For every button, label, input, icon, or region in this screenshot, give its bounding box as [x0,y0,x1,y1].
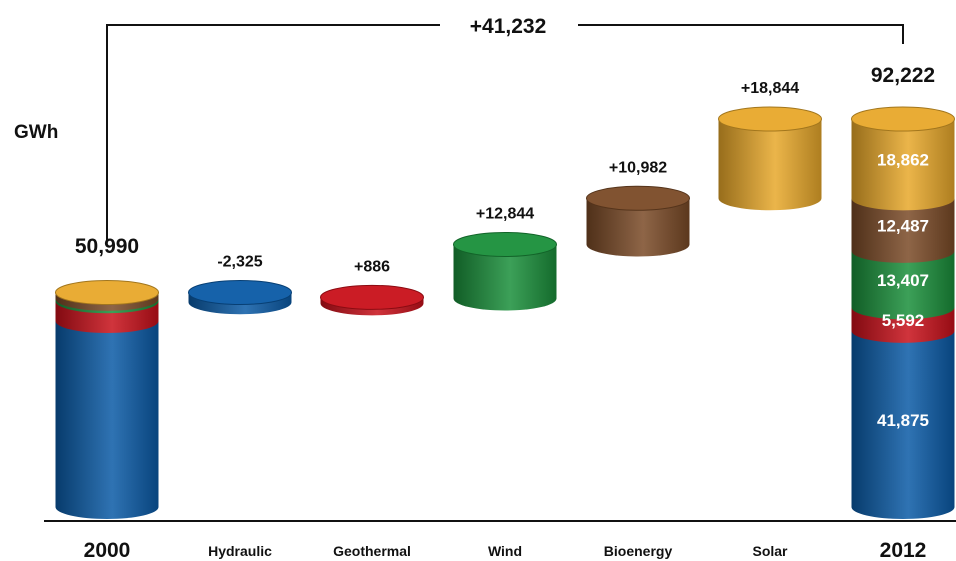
x-tick-hydraulic: Hydraulic [208,543,272,559]
change-bracket-left [106,24,440,243]
x-tick-geothermal: Geothermal [333,543,411,559]
bar-2012-label-bioenergy: 12,487 [877,217,929,236]
bar-2000-solar [55,279,159,305]
step-value-hydraulic: -2,325 [217,253,262,270]
step-value-solar: +18,844 [741,80,799,97]
bar-2012-label-wind: 13,407 [877,271,929,290]
y-axis-label: GWh [14,122,58,143]
step-solar [718,106,822,211]
step-wind [453,231,557,311]
x-tick-wind: Wind [488,543,522,559]
step-value-bioenergy: +10,982 [609,159,667,176]
step-hydraulic [188,279,292,315]
x-tick-solar: Solar [752,543,788,559]
step-geothermal [320,284,424,316]
bar-2012-solar [851,106,955,211]
bar-2012-wind [851,250,955,320]
step-value-geothermal: +886 [354,258,390,275]
change-bracket-right [578,24,904,44]
step-value-wind: +12,844 [476,205,534,222]
x-tick-2000: 2000 [84,539,131,561]
bar-2012-label-hydraulic: 41,875 [877,411,929,430]
bar-2012-bioenergy [851,198,955,263]
bar-2012-label-solar: 18,862 [877,151,929,170]
total-2012-label: 92,222 [871,64,935,87]
bar-2012-hydraulic [851,330,955,519]
total-2000-label: 50,990 [75,235,139,258]
step-bioenergy [586,185,690,257]
total-change-label: +41,232 [470,15,547,38]
x-tick-bioenergy: Bioenergy [604,543,673,559]
bar-2012-label-geothermal: 5,592 [882,311,925,330]
x-tick-2012: 2012 [880,539,927,561]
bar-2000-hydraulic [55,321,159,519]
